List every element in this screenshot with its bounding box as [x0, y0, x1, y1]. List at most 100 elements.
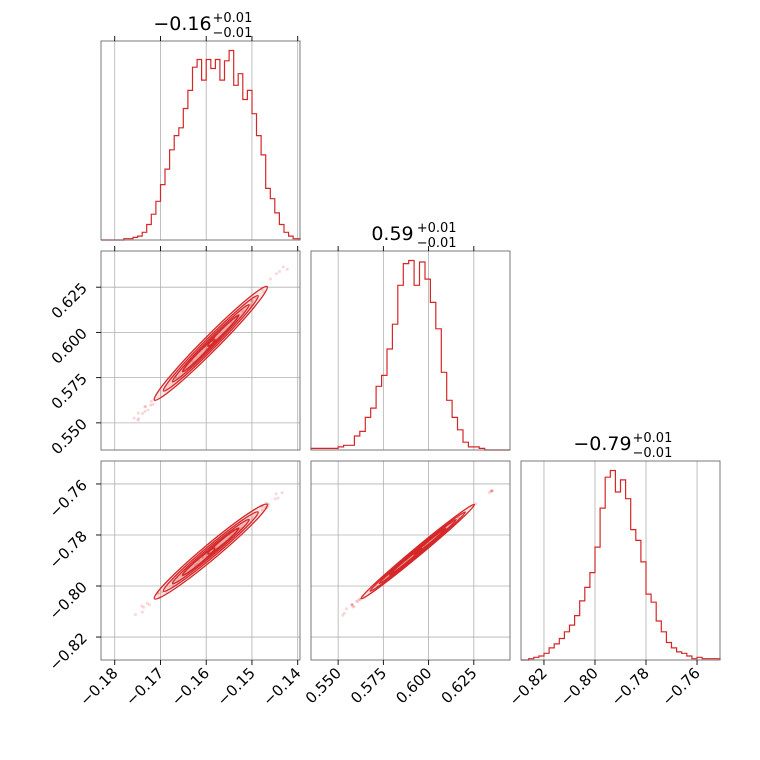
y-tick-label-p2-2: 0.600 [48, 325, 91, 368]
hist-panel-1-frame [100, 40, 301, 241]
pair-panel-2-point-14 [148, 603, 151, 607]
pair-panel-1-point-44 [281, 265, 285, 269]
pair-panel-2-contour-3 [181, 527, 240, 576]
pair-panel-1-point-32 [250, 299, 254, 303]
frame-layer [96, 36, 721, 665]
pair-panel-3-point-14 [356, 600, 360, 604]
pair-panel-2-point-19 [274, 492, 278, 496]
pair-panel-1-point-45 [278, 270, 282, 273]
hist-panel-2-title-plus: +0.01 [417, 221, 457, 236]
pair-panel-1-point-27 [151, 402, 155, 406]
y-tick-label-p2-3: 0.625 [48, 279, 91, 322]
pair-panel-1-point-39 [274, 272, 278, 276]
pair-panel-3-contour-1 [369, 511, 466, 592]
pair-panel-2-point-16 [280, 491, 284, 495]
label-layer: −0.16 +0.01−0.010.59 +0.01−0.01−0.79 +0.01−… [46, 11, 704, 709]
x-tick-label-p3-1: −0.80 [557, 664, 602, 709]
x-tick-label-p3-2: −0.78 [608, 664, 653, 709]
hist-panel-3-frame [520, 460, 721, 661]
pair-panel-1-point-34 [149, 399, 153, 403]
pair-panel-2-point-0 [134, 613, 137, 617]
x-tick-label-p2-1: 0.575 [347, 664, 390, 707]
y-tick-label-p2-1: 0.575 [48, 370, 91, 413]
pair-panel-1-point-26 [140, 412, 144, 416]
hist-panel-1-title-minus: −0.01 [213, 26, 253, 41]
pair-panel-3-point-6 [489, 489, 493, 493]
pair-panel-2-point-44 [276, 496, 280, 500]
hist-panel-3-title: −0.79 [573, 433, 631, 455]
pair-panel-1-point-14 [146, 408, 150, 412]
pair-panel-2-core-b [207, 528, 239, 555]
pair-panel-3-point-45 [350, 603, 353, 607]
pair-panel-3-core-b [414, 528, 446, 555]
pair-panel-3-point-29 [357, 597, 361, 601]
hist-panel-1-step [101, 49, 301, 241]
y-tick-label-p3-2: −0.78 [46, 527, 91, 572]
x-tick-label-p3-0: −0.82 [506, 664, 551, 709]
hist-panel-2-step [310, 259, 510, 451]
pair-panel-3-point-20 [355, 599, 358, 603]
pair-panel-1-point-2 [143, 410, 147, 413]
pair-panel-2-point-31 [273, 497, 277, 501]
hist-panel-3-step [521, 469, 721, 661]
x-tick-label-p1-3: −0.15 [214, 664, 259, 709]
data-layer [101, 49, 721, 661]
pair-panel-1-frame [100, 250, 301, 451]
y-tick-label-p3-0: −0.82 [46, 629, 91, 674]
pair-panel-1-point-7 [268, 277, 272, 281]
pair-panel-1-point-25 [136, 411, 140, 415]
x-tick-label-p2-3: 0.625 [438, 664, 481, 707]
pair-panel-1-point-38 [285, 267, 289, 271]
y-tick-label-p3-3: −0.76 [46, 476, 91, 521]
pair-panel-2-point-34 [260, 508, 264, 512]
pair-panel-3-point-38 [352, 605, 356, 608]
x-tick-label-p1-4: −0.14 [259, 664, 304, 709]
pair-panel-3-point-32 [350, 603, 354, 606]
hist-panel-2-title: 0.59 [371, 223, 413, 245]
pair-panel-3-point-5 [490, 489, 494, 493]
pair-panel-1-point-11 [137, 417, 141, 421]
pair-panel-1-point-42 [249, 303, 253, 307]
pair-panel-2-contour-1 [162, 511, 259, 593]
x-tick-label-p1-0: −0.18 [76, 664, 121, 709]
hist-panel-1-title: −0.16 [153, 13, 211, 35]
pair-panel-3-point-0 [341, 613, 345, 617]
pair-panel-1-contour-3 [181, 314, 240, 373]
pair-panel-2-point-4 [156, 592, 160, 596]
x-tick-label-p2-0: 0.550 [302, 664, 345, 707]
pair-panel-2-point-26 [142, 605, 146, 609]
pair-panel-2-contour-2 [171, 518, 250, 585]
pair-panel-1-core-b [207, 315, 239, 347]
hist-panel-2-title-minus: −0.01 [417, 236, 457, 251]
pair-panel-3-point-19 [344, 607, 348, 611]
pair-panel-2-point-38 [140, 610, 144, 614]
pair-panel-1-point-10 [149, 403, 153, 407]
pair-panel-1-contour-1 [162, 294, 259, 392]
pair-panel-2-frame [100, 460, 301, 661]
hist-panel-1-title-plus: +0.01 [213, 11, 253, 26]
pair-panel-1-point-37 [136, 418, 140, 422]
pair-panel-1-core-a [181, 338, 216, 373]
pair-panel-3-point-11 [490, 489, 494, 493]
pair-panel-3-point-26 [350, 603, 354, 607]
pair-panel-2-core-a [181, 547, 216, 576]
pair-panel-3-core-a [388, 547, 423, 576]
pair-panel-3-point-44 [474, 502, 478, 506]
pair-panel-3-contour-3 [388, 527, 447, 576]
hist-panel-3-title-plus: +0.01 [633, 431, 673, 446]
y-tick-label-p2-0: 0.550 [48, 415, 91, 458]
pair-panel-3-contour-2 [378, 518, 457, 585]
pair-panel-3-frame [310, 460, 511, 661]
pair-panel-1-point-36 [241, 309, 245, 313]
hist-panel-3-title-minus: −0.01 [633, 446, 673, 461]
pair-panel-1-point-31 [250, 299, 254, 303]
x-tick-label-p1-2: −0.16 [168, 664, 213, 709]
x-tick-label-p3-3: −0.76 [659, 664, 704, 709]
pair-panel-2-point-35 [145, 601, 149, 605]
pair-panel-1-point-22 [144, 405, 148, 409]
pair-panel-3-point-37 [342, 611, 346, 615]
x-tick-label-p2-2: 0.600 [392, 664, 435, 707]
pair-panel-1-point-0 [132, 416, 136, 420]
pair-panel-3-point-9 [487, 491, 491, 495]
x-tick-label-p1-1: −0.17 [122, 664, 167, 709]
